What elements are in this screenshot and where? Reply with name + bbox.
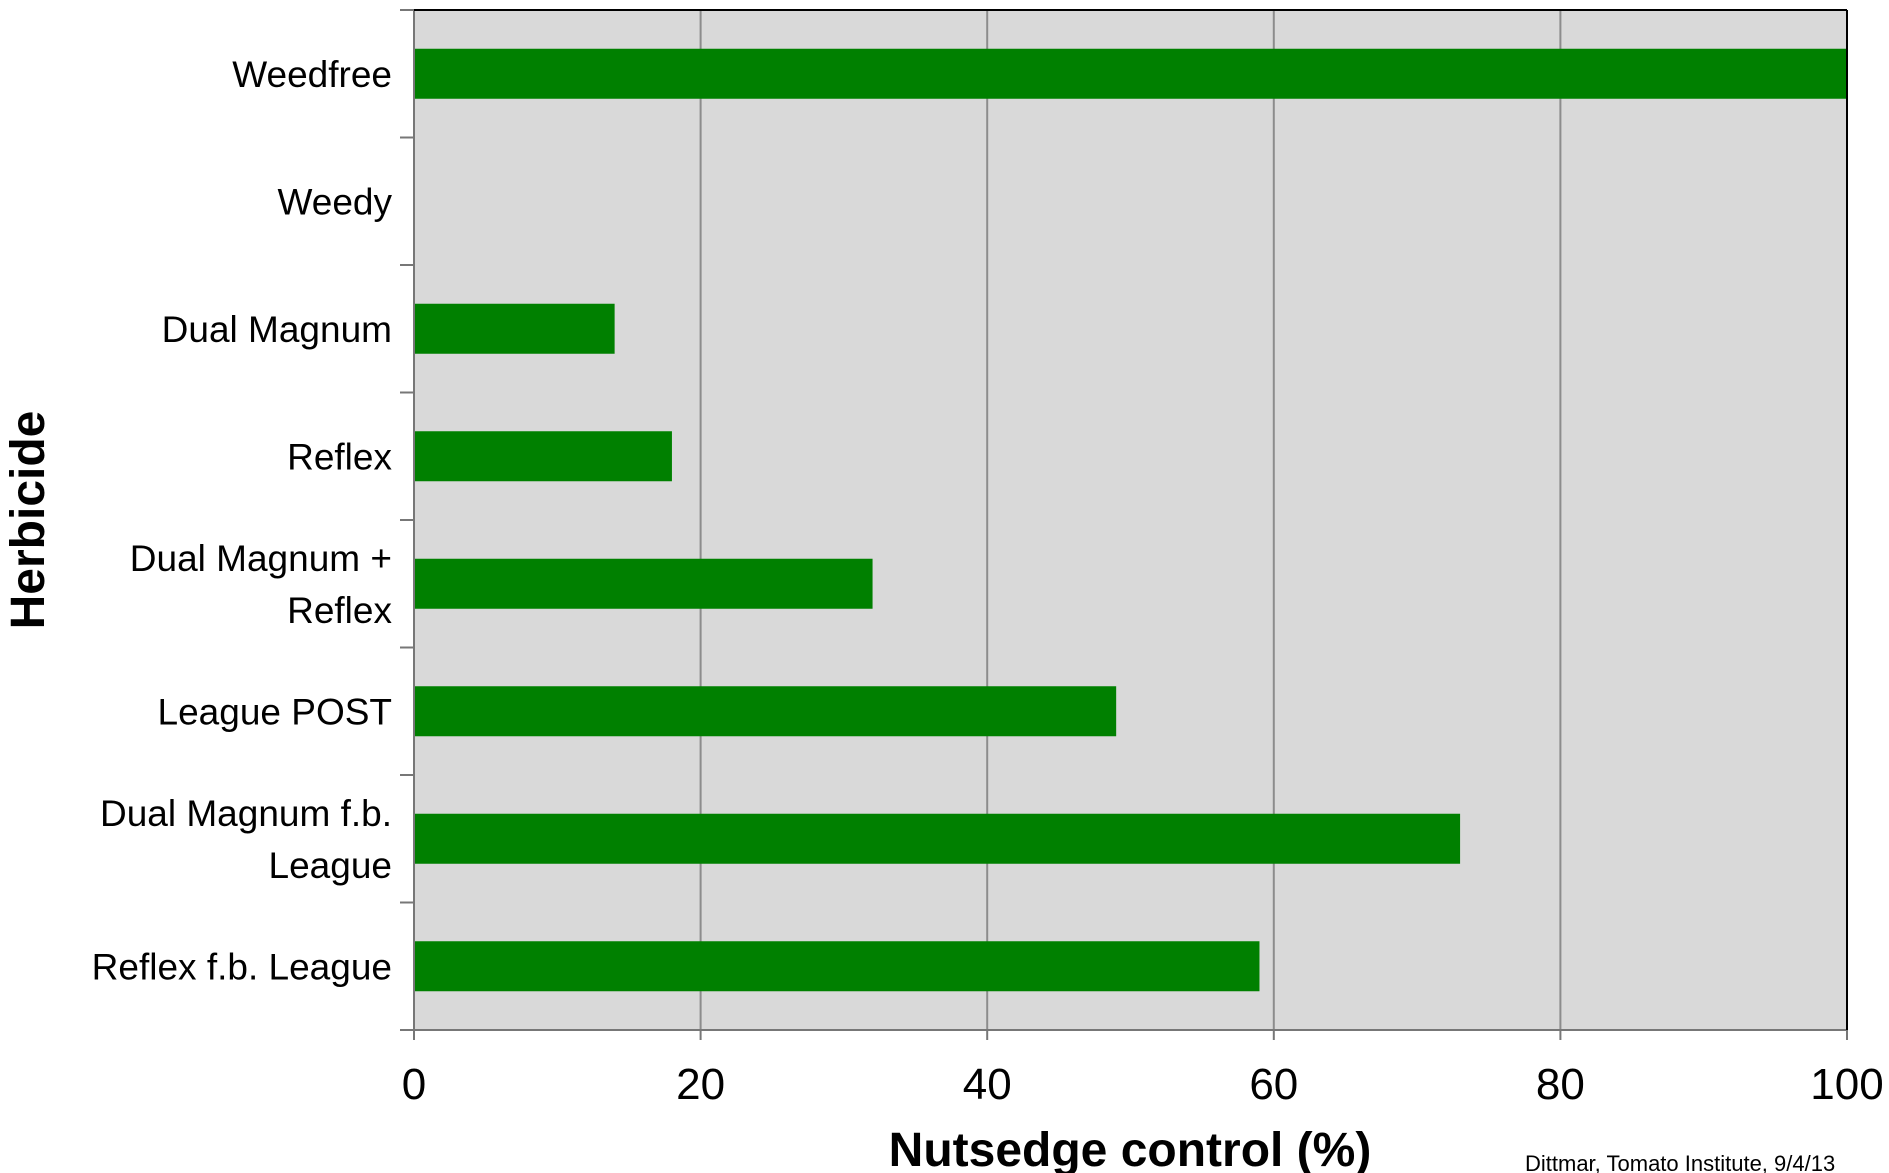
y-axis-title: Herbicide bbox=[2, 411, 55, 630]
bar bbox=[414, 558, 873, 609]
category-label: Weedy bbox=[278, 181, 393, 222]
x-tick-label: 0 bbox=[402, 1060, 426, 1109]
bar bbox=[414, 303, 615, 354]
bar bbox=[414, 813, 1461, 864]
x-tick-label: 80 bbox=[1536, 1060, 1585, 1109]
x-tick-label: 20 bbox=[676, 1060, 725, 1109]
category-label: League bbox=[269, 845, 392, 886]
category-label: Dual Magnum f.b. bbox=[100, 793, 392, 834]
x-tick-label: 40 bbox=[963, 1060, 1012, 1109]
category-label: Reflex bbox=[287, 436, 392, 477]
bar bbox=[414, 48, 1847, 99]
x-tick-label: 60 bbox=[1249, 1060, 1298, 1109]
category-labels: Weedfree Weedy Dual Magnum Reflex Dual Magnu… bbox=[92, 54, 393, 988]
category-label: Reflex f.b. League bbox=[92, 946, 392, 987]
category-label: Reflex bbox=[287, 590, 392, 631]
plot-background bbox=[414, 10, 1847, 1030]
bar bbox=[414, 686, 1117, 737]
credit-text: Dittmar, Tomato Institute, 9/4/13 bbox=[1525, 1151, 1835, 1173]
bars bbox=[414, 48, 1847, 992]
x-tick-label: 100 bbox=[1810, 1060, 1883, 1109]
category-label: Dual Magnum bbox=[162, 309, 392, 350]
category-label: Weedfree bbox=[232, 54, 392, 95]
category-label: League POST bbox=[158, 691, 392, 732]
x-axis-title: Nutsedge control (%) bbox=[889, 1124, 1372, 1173]
bar bbox=[414, 941, 1260, 992]
x-tick-labels: 0 20 40 60 80 100 bbox=[402, 1060, 1884, 1109]
plot-area bbox=[414, 10, 1847, 1030]
category-label: Dual Magnum + bbox=[130, 538, 392, 579]
axes bbox=[400, 9, 1848, 1031]
bar bbox=[414, 431, 672, 482]
